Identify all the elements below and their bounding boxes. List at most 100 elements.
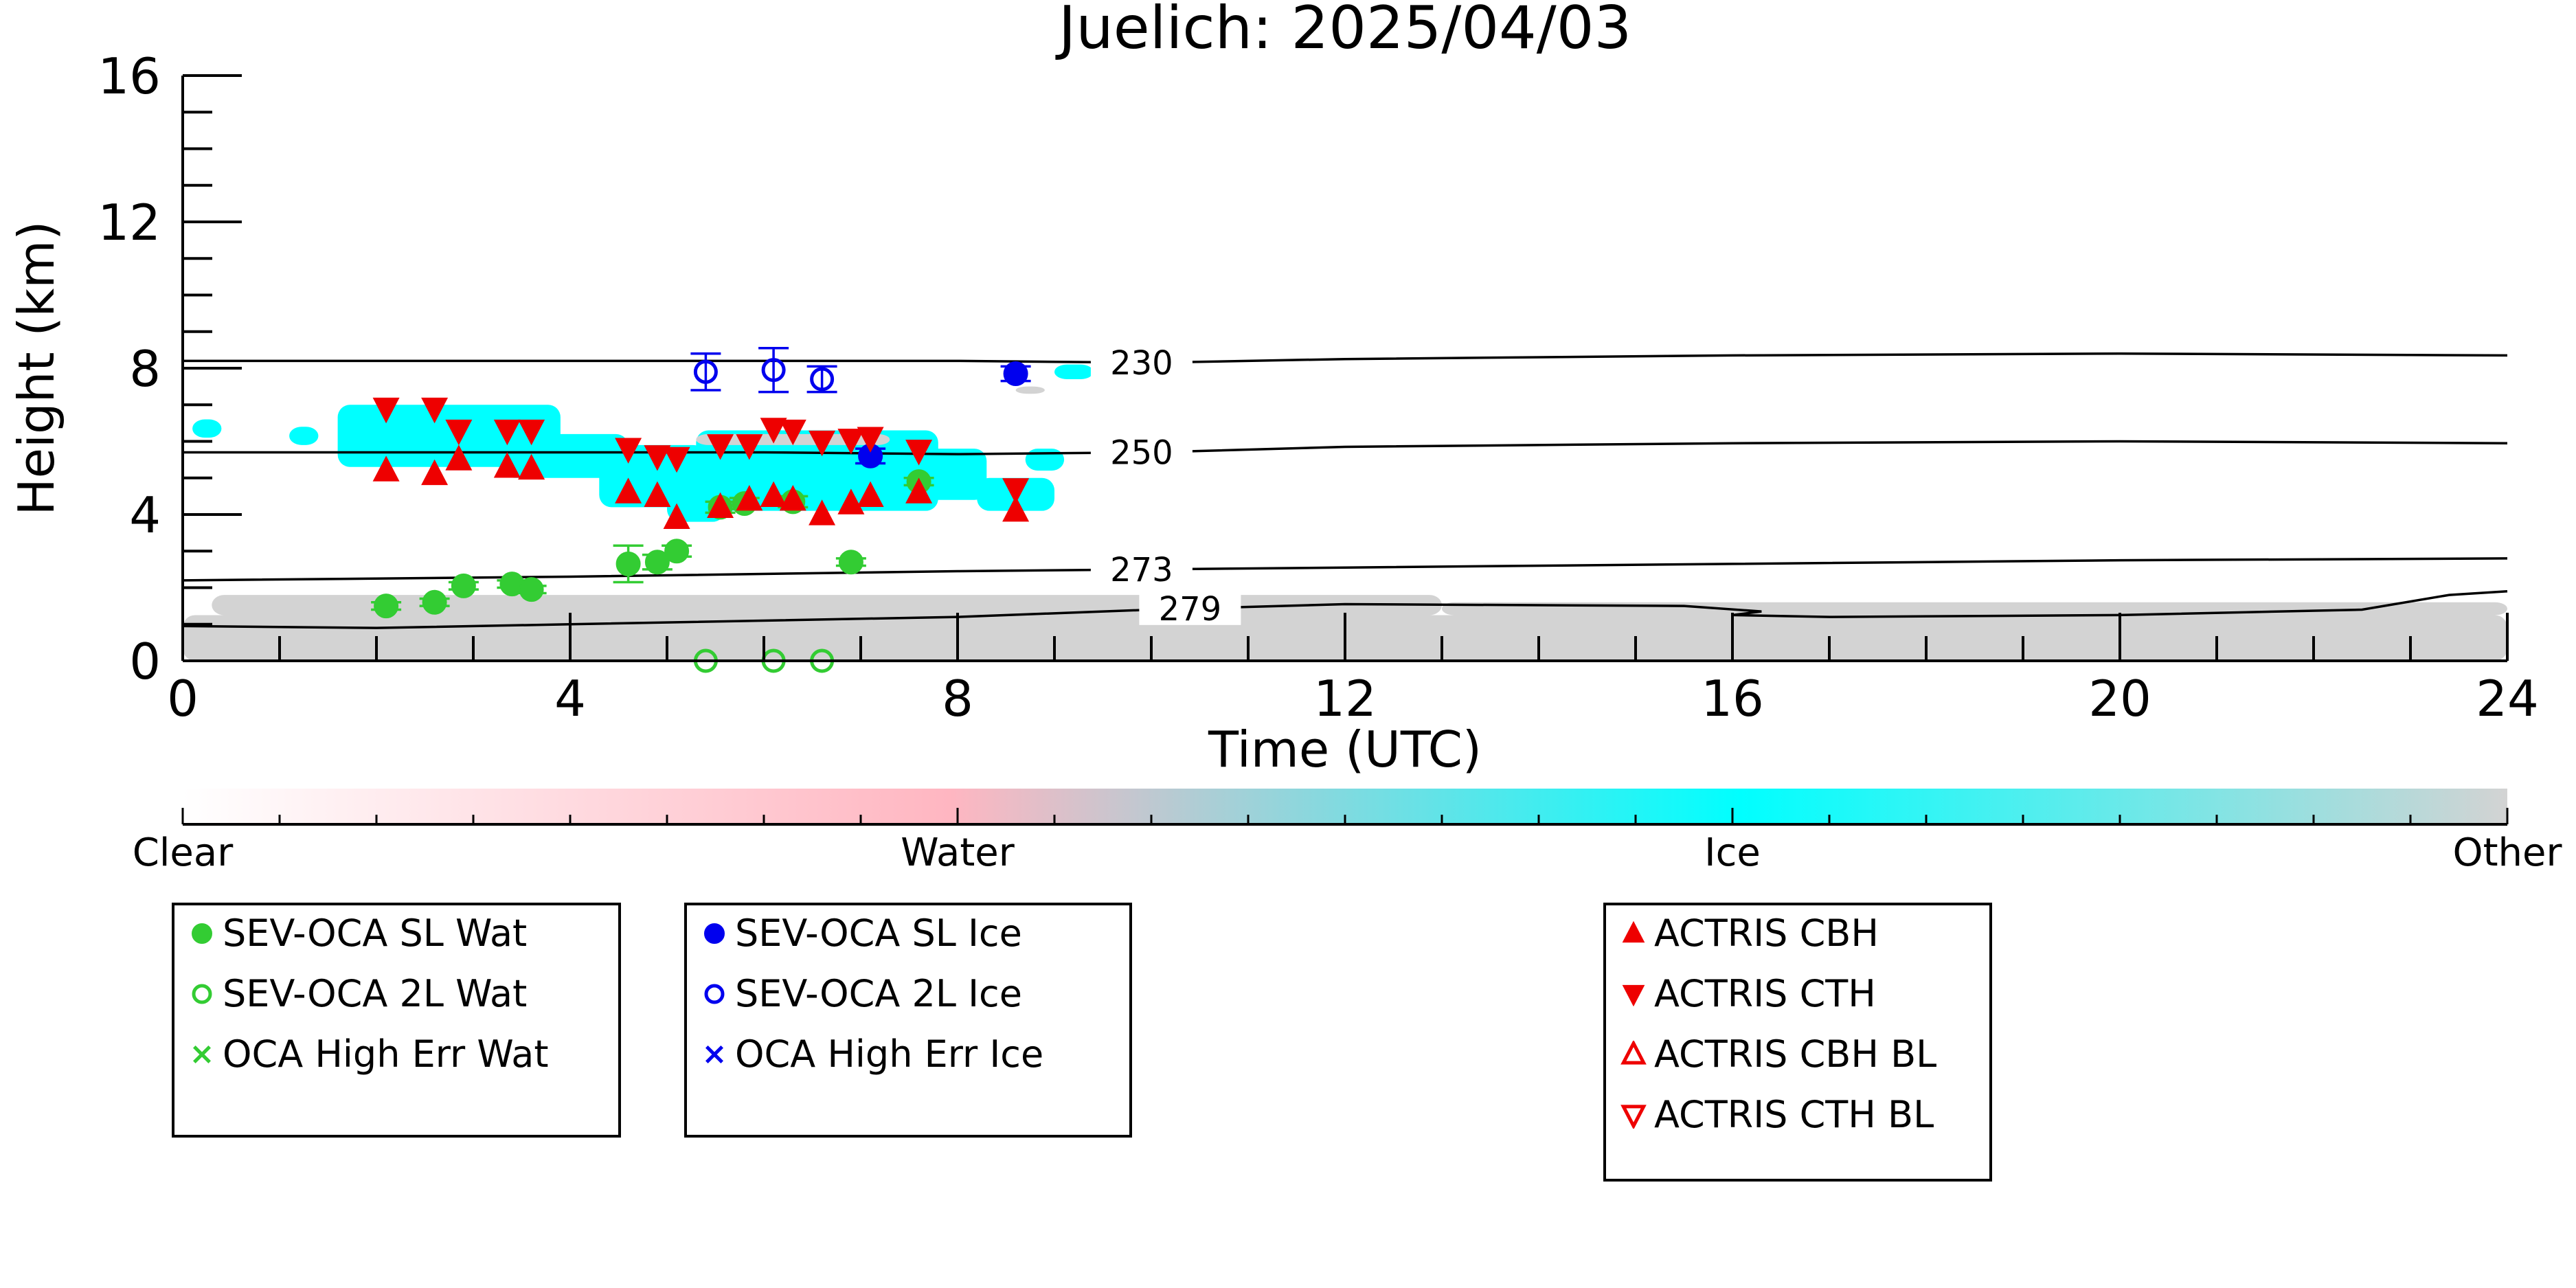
data-point <box>693 359 718 384</box>
y-tick-label: 4 <box>129 486 161 544</box>
data-point <box>838 550 863 575</box>
x-tick-label: 12 <box>1313 670 1377 727</box>
data-point <box>837 429 865 455</box>
data-point <box>663 503 690 529</box>
legend-box: ACTRIS CBH ACTRIS CTH ACTRIS CBH BL ACTRIS … <box>1603 903 1992 1182</box>
legend-entry: SEV-OCA SL Wat <box>188 915 527 952</box>
legend-label: SEV-OCA SL Wat <box>223 912 528 955</box>
data-point <box>857 481 884 508</box>
legend-marker <box>1622 920 1645 943</box>
x-tick-label: 0 <box>167 670 199 727</box>
legend-label: ACTRIS CTH BL <box>1654 1093 1934 1136</box>
legend-marker <box>1622 984 1645 1007</box>
legend-label: OCA High Err Wat <box>223 1032 549 1076</box>
data-point <box>736 484 763 511</box>
y-tick-label: 12 <box>98 194 161 251</box>
data-point <box>736 434 763 460</box>
legend-marker <box>704 923 725 944</box>
legend-entry: ACTRIS CBH <box>1620 915 1879 952</box>
data-point <box>644 481 671 508</box>
colorbar-label: Ice <box>1704 831 1761 875</box>
legend-symbol <box>1620 1105 1647 1129</box>
data-point <box>1002 478 1030 504</box>
data-point <box>663 447 690 473</box>
contour-label: 273 <box>1110 551 1173 589</box>
legend-symbol <box>192 984 212 1004</box>
region-ice <box>890 449 987 500</box>
legend-marker <box>193 1046 211 1063</box>
error-bar <box>758 346 789 394</box>
data-point <box>421 397 449 424</box>
data-point <box>779 484 806 511</box>
region-ice <box>192 419 222 438</box>
x-tick-label: 4 <box>554 670 586 727</box>
legend-marker <box>705 1046 723 1063</box>
data-point <box>615 551 641 576</box>
legend-entry: SEV-OCA 2L Ice <box>701 975 1022 1013</box>
region-other <box>1015 386 1045 394</box>
legend-symbol <box>192 923 212 944</box>
legend-box: SEV-OCA SL Ice SEV-OCA 2L Ice OCA High Err… <box>684 903 1132 1138</box>
legend-entry: OCA High Err Ice <box>701 1036 1043 1073</box>
y-tick-label: 8 <box>129 340 161 398</box>
data-point <box>644 445 671 471</box>
region-ice <box>289 427 319 445</box>
legend-label: OCA High Err Ice <box>735 1032 1044 1076</box>
chart-title: Juelich: 2025/04/03 <box>1055 0 1631 63</box>
legend-box: SEV-OCA SL Wat SEV-OCA 2L Wat OCA High Err… <box>172 903 621 1138</box>
contour-label: 250 <box>1110 434 1173 473</box>
data-point <box>761 358 786 383</box>
plot-axes: 0 4 8 12 16 0 4 8 12 16 20 24 <box>98 47 2538 727</box>
region-ice <box>1054 364 1094 379</box>
data-point <box>451 573 476 598</box>
data-point <box>518 419 545 446</box>
x-tick-label: 24 <box>2476 670 2539 727</box>
legend-symbol <box>704 984 725 1004</box>
x-tick-label: 16 <box>1701 670 1764 727</box>
data-point <box>760 481 787 508</box>
legend-marker <box>192 984 212 1004</box>
data-point <box>1002 495 1030 522</box>
contour-line <box>183 352 2508 364</box>
classification-colorbar: Clear Water Ice Other <box>133 789 2562 875</box>
legend-symbol <box>1620 1041 1647 1065</box>
contour-line <box>183 440 2508 455</box>
data-point <box>518 453 545 480</box>
data-point <box>837 488 865 515</box>
contour-label-bg <box>1090 346 1193 379</box>
x-tick-label: 8 <box>942 670 973 727</box>
legend-symbol <box>704 923 725 944</box>
legend-label: ACTRIS CBH BL <box>1654 1032 1937 1076</box>
legend-symbol <box>1622 984 1645 1007</box>
error-bar <box>806 365 837 394</box>
legend-entry: ACTRIS CTH BL <box>1620 1096 1934 1133</box>
data-point <box>445 444 473 471</box>
contour-line <box>182 557 2508 582</box>
contour-line <box>182 590 2508 629</box>
legend-label: ACTRIS CBH <box>1654 912 1879 955</box>
colorbar-label: Other <box>2452 831 2562 875</box>
legend-entry: OCA High Err Wat <box>188 1036 549 1073</box>
legend-marker <box>1620 1041 1647 1065</box>
contour-label-bg <box>1090 553 1193 587</box>
legend-symbol <box>705 1046 723 1063</box>
data-point <box>445 419 473 446</box>
data-point <box>664 539 690 564</box>
contour-label-bg <box>1090 436 1193 469</box>
legend-symbol <box>193 1046 211 1063</box>
colorbar-label: Clear <box>133 831 234 875</box>
data-point <box>810 367 835 392</box>
data-point <box>779 419 806 446</box>
legend-entry: SEV-OCA 2L Wat <box>188 975 527 1013</box>
y-axis-label: Height (km) <box>8 221 65 516</box>
legend-marker <box>704 984 725 1004</box>
legend-marker <box>192 923 212 944</box>
legend-symbol <box>1622 920 1645 943</box>
data-point <box>760 418 787 444</box>
legend-entry: ACTRIS CBH BL <box>1620 1036 1936 1073</box>
data-point <box>905 440 933 466</box>
data-point <box>809 499 836 526</box>
data-point <box>615 477 642 504</box>
